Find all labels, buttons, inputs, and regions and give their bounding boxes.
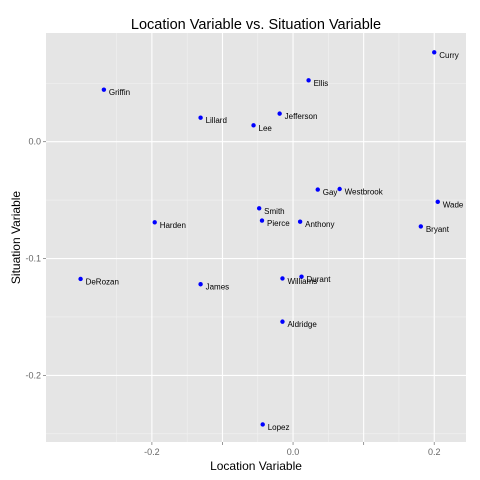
point-label: Anthony	[305, 220, 334, 229]
point-label: Williams	[287, 277, 317, 286]
axis-ticks: -0.2 0.0 0.2 -0.2 -0.1 0.0	[25, 137, 440, 457]
data-point	[306, 78, 311, 83]
data-point	[297, 219, 303, 224]
x-axis-title: Location Variable	[210, 459, 302, 473]
point-label: Bryant	[426, 225, 450, 234]
plot-panel	[46, 33, 466, 442]
y-tick-label: -0.1	[25, 254, 41, 264]
data-point	[280, 276, 285, 281]
data-point	[260, 422, 265, 427]
x-tick-label: 0.0	[287, 447, 300, 457]
data-point	[280, 319, 285, 324]
point-labels: Curry Ellis Griffin Jefferson Lillard Lee Gay W…	[86, 51, 464, 432]
data-point	[256, 206, 262, 211]
data-point	[299, 274, 304, 279]
point-label: Griffin	[109, 88, 130, 97]
data-points	[78, 50, 440, 427]
point-label: James	[206, 283, 230, 292]
data-point	[315, 187, 320, 192]
data-point	[277, 111, 282, 116]
data-point	[337, 186, 342, 192]
point-label: Lopez	[268, 423, 290, 432]
grid-lines	[46, 33, 466, 442]
data-point	[78, 276, 83, 282]
point-label: Westbrook	[345, 188, 384, 197]
x-tick-label: -0.2	[144, 447, 160, 457]
data-point	[251, 123, 256, 128]
point-label: Curry	[439, 51, 459, 60]
point-label: Harden	[160, 221, 186, 230]
x-tick-label: 0.2	[428, 447, 441, 457]
data-point	[259, 218, 265, 223]
point-label: Lee	[259, 124, 273, 133]
point-label: Durant	[307, 275, 332, 284]
point-label: Jefferson	[285, 112, 318, 121]
point-label: Wade	[443, 200, 464, 209]
point-label: Pierce	[267, 219, 290, 228]
y-tick-label: -0.2	[25, 370, 41, 380]
data-point	[435, 199, 440, 205]
y-axis-title: Situation Variable	[9, 191, 23, 284]
data-point	[432, 50, 437, 55]
point-label: Lillard	[206, 116, 227, 125]
point-label: DeRozan	[86, 277, 119, 286]
data-point	[418, 224, 424, 229]
data-point	[152, 220, 157, 225]
data-point	[198, 115, 203, 120]
data-point	[101, 87, 107, 92]
point-label: Aldridge	[287, 320, 317, 329]
point-label: Smith	[264, 207, 284, 216]
chart-title: Location Variable vs. Situation Variable	[131, 17, 381, 33]
data-point	[198, 282, 203, 287]
point-label: Gay	[323, 188, 338, 197]
y-tick-label: 0.0	[28, 137, 41, 147]
point-label: Ellis	[314, 79, 329, 88]
